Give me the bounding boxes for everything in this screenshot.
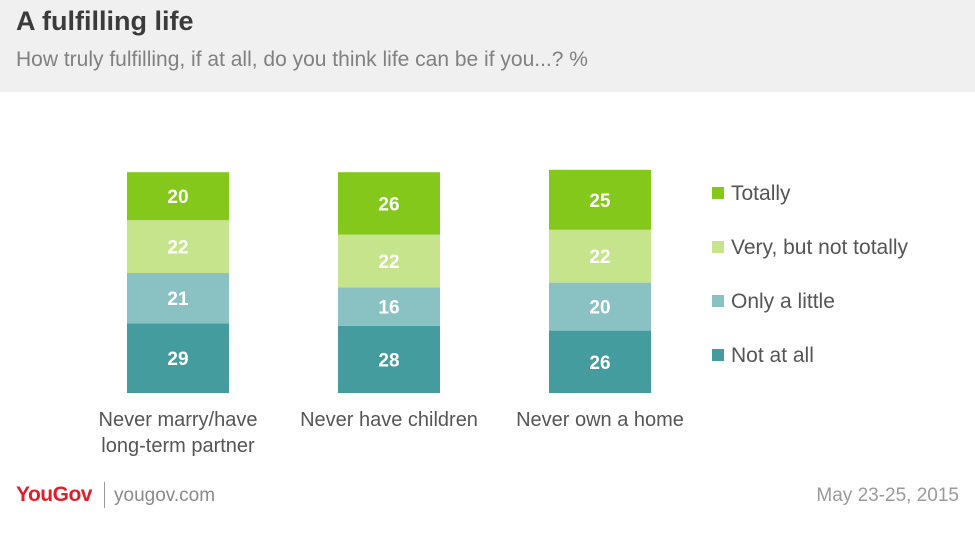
bar-segment-1-0 xyxy=(338,325,440,393)
data-label-1-2: 22 xyxy=(378,252,399,273)
bar-segment-1-2 xyxy=(338,234,440,288)
footer-divider xyxy=(104,482,105,508)
legend-swatch-1 xyxy=(712,241,724,253)
bar-segment-0-0 xyxy=(127,323,229,393)
data-label-1-3: 26 xyxy=(378,194,399,215)
data-label-0-2: 22 xyxy=(167,238,188,259)
data-label-1-0: 28 xyxy=(378,350,399,371)
bar-segment-0-3 xyxy=(127,172,229,221)
bar-segment-1-1 xyxy=(338,287,440,326)
stacked-bar-chart: 29 21 22 20 Never marry/have long-term partne… xyxy=(99,169,909,457)
category-label-0-1: long-term partner xyxy=(101,435,255,457)
legend-swatch-2 xyxy=(712,295,724,307)
chart-header: A fulfilling life How truly fulfilling, … xyxy=(0,0,975,92)
bar-segment-0-2 xyxy=(127,220,229,273)
data-label-0-0: 29 xyxy=(167,349,188,370)
legend-swatch-0 xyxy=(712,187,724,199)
data-label-1-1: 16 xyxy=(378,298,399,319)
bar-segment-2-1 xyxy=(549,282,651,331)
data-label-2-3: 25 xyxy=(589,191,611,212)
chart-subtitle: How truly fulfilling, if at all, do you … xyxy=(16,48,588,71)
legend-label-2: Only a little xyxy=(731,290,835,313)
bar-segment-2-0 xyxy=(549,330,651,393)
legend-label-3: Not at all xyxy=(731,344,814,367)
footer-site: yougov.com xyxy=(114,485,216,506)
bar-segment-0-1 xyxy=(127,273,229,324)
category-label-2-0: Never own a home xyxy=(516,409,684,431)
legend-swatch-3 xyxy=(712,349,724,361)
bar-segment-1-3 xyxy=(338,172,440,235)
data-label-2-1: 20 xyxy=(589,298,610,319)
category-label-0-0: Never marry/have xyxy=(99,409,258,431)
data-label-2-0: 26 xyxy=(589,353,610,374)
legend-label-1: Very, but not totally xyxy=(731,236,909,259)
category-label-1-0: Never have children xyxy=(300,409,478,431)
bar-segment-2-2 xyxy=(549,229,651,283)
data-label-2-2: 22 xyxy=(589,247,610,268)
yougov-logo: YouGov xyxy=(16,483,92,506)
chart-title: A fulfilling life xyxy=(16,6,194,36)
data-label-0-3: 20 xyxy=(167,187,188,208)
legend-label-0: Totally xyxy=(731,182,791,205)
data-label-0-1: 21 xyxy=(167,289,189,310)
footer-date: May 23-25, 2015 xyxy=(816,485,959,506)
bar-segment-2-3 xyxy=(549,169,651,230)
